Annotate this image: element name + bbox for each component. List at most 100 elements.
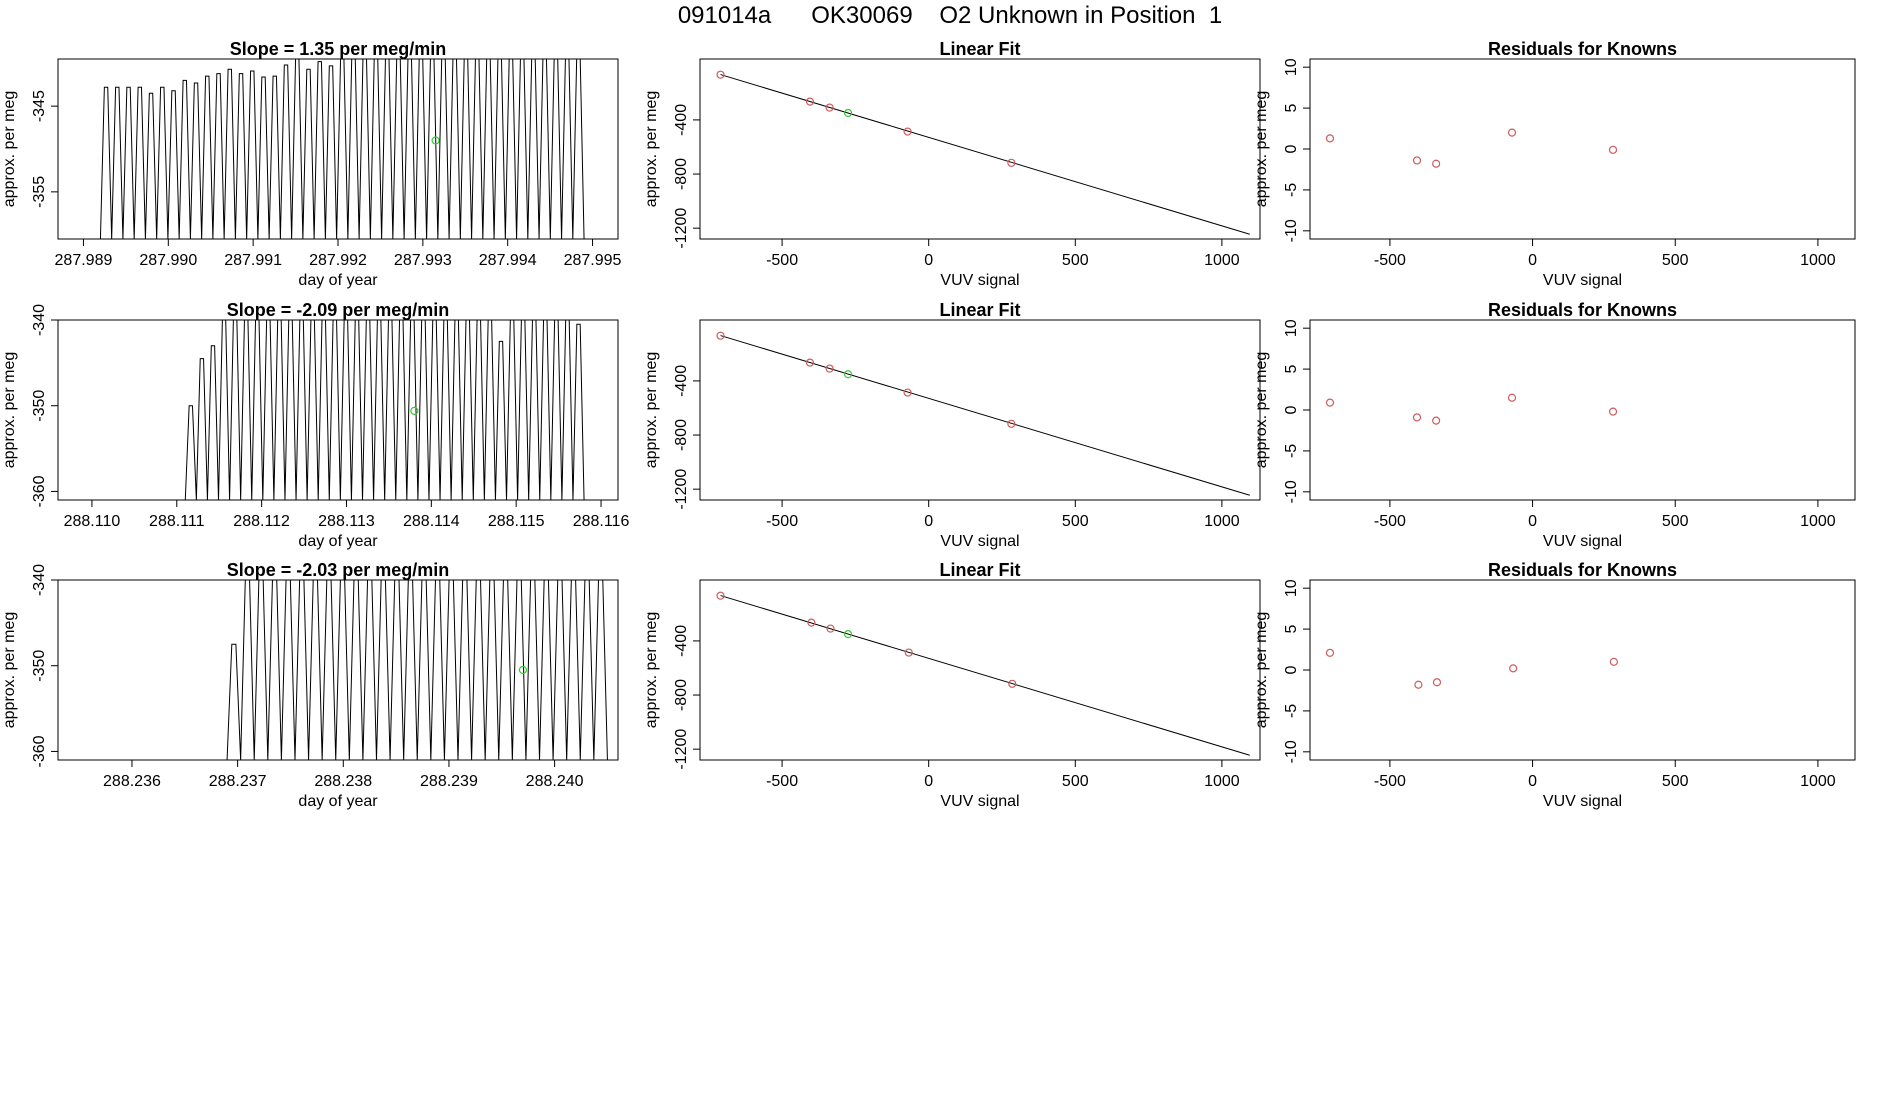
x-tick-label: 287.993: [394, 252, 452, 269]
x-axis-label: VUV signal: [1543, 793, 1622, 810]
y-tick-label: -340: [31, 564, 48, 596]
chart-r3-resid: Residuals for Knowns -500 0 500 1000 10 5 0 -5 -1…: [1253, 560, 1856, 810]
plot-frame: [699, 579, 1261, 761]
x-tick-label: 288.111: [149, 513, 205, 530]
x-tick-label: 500: [1662, 252, 1689, 269]
fit-line: [720, 74, 1250, 235]
known-point: [825, 103, 834, 112]
x-tick-label: 500: [1662, 513, 1689, 530]
y-axis-label: approx. per meg: [643, 612, 660, 729]
known-point: [807, 618, 816, 627]
x-tick-label: 288.239: [420, 773, 478, 790]
x-axis-label: VUV signal: [940, 533, 1019, 550]
known-point: [716, 70, 725, 79]
x-tick-label: 288.110: [64, 513, 121, 530]
x-tick-label: -500: [766, 252, 798, 269]
known-point: [904, 648, 913, 657]
y-axis-label: approx. per meg: [1, 612, 18, 729]
x-tick-label: 288.113: [318, 513, 375, 530]
x-tick-label: 0: [1528, 773, 1537, 790]
chart-r2-resid: Residuals for Knowns -500 0 500 1000 10 5 0 -5 -1…: [1253, 300, 1856, 550]
known-point: [1008, 679, 1017, 688]
known-point: [805, 97, 815, 106]
y-tick-label: -340: [31, 304, 48, 336]
y-tick-label: -1200: [673, 208, 690, 249]
plot-title: Residuals for Knowns: [1488, 300, 1677, 320]
data-area: [1325, 128, 1618, 168]
x-tick-label: 1000: [1204, 773, 1240, 790]
known-point: [1325, 398, 1335, 407]
plot-title: Slope = 1.35 per meg/min: [230, 39, 447, 59]
known-point: [1325, 134, 1335, 143]
plot-frame: [57, 319, 619, 501]
y-tick-label: -5: [1283, 183, 1300, 197]
y-tick-label: 10: [1283, 319, 1300, 337]
x-axis-label: day of year: [298, 533, 378, 550]
plot-frame: [699, 319, 1261, 501]
known-point: [1432, 159, 1441, 168]
y-tick-label: -345: [31, 90, 48, 122]
plot-title: Slope = -2.09 per meg/min: [227, 300, 450, 320]
unknown-point: [518, 665, 528, 675]
data-area: [716, 331, 1250, 496]
known-point: [1608, 407, 1618, 416]
y-tick-label: -350: [31, 650, 48, 682]
x-tick-label: 500: [1062, 773, 1089, 790]
y-axis-label: approx. per meg: [1253, 91, 1270, 208]
x-tick-label: 287.994: [479, 252, 537, 269]
y-tick-label: 0: [1283, 144, 1300, 153]
y-tick-label: 10: [1283, 58, 1300, 76]
known-point: [1007, 419, 1016, 428]
x-tick-label: -500: [1374, 773, 1406, 790]
x-axis-label: VUV signal: [1543, 533, 1622, 550]
x-tick-label: 1000: [1204, 252, 1240, 269]
x-tick-label: 1000: [1800, 252, 1836, 269]
x-tick-label: 287.992: [309, 252, 367, 269]
y-tick-label: -355: [31, 176, 48, 208]
known-point: [716, 591, 725, 600]
chart-r3-fit: Linear Fit -500 0 500 1000 -400 -800 -1200 VUV s…: [643, 560, 1261, 810]
chart-r2-fit: Linear Fit -500 0 500 1000 -400 -800 -1200 VUV s…: [643, 300, 1261, 550]
x-tick-label: 288.115: [488, 513, 545, 530]
fit-line: [720, 595, 1250, 756]
y-tick-label: -360: [31, 475, 48, 507]
y-tick-label: -800: [673, 679, 690, 711]
y-tick-label: 0: [1283, 665, 1300, 674]
y-tick-label: -800: [673, 158, 690, 190]
x-tick-label: 288.237: [209, 773, 267, 790]
known-point: [1509, 664, 1518, 673]
known-point: [1507, 128, 1517, 137]
unknown-point: [843, 370, 853, 379]
trace-line: [79, 580, 608, 760]
x-tick-label: 0: [924, 513, 933, 530]
x-tick-label: -500: [766, 513, 798, 530]
known-point: [1414, 680, 1423, 689]
known-point: [1507, 393, 1517, 402]
y-tick-label: 5: [1283, 365, 1300, 374]
data-area: [716, 591, 1250, 756]
plot-frame: [1309, 58, 1856, 240]
x-tick-label: 500: [1062, 252, 1089, 269]
fit-line: [720, 335, 1250, 496]
y-axis-label: approx. per meg: [1, 91, 18, 208]
y-tick-label: 10: [1283, 579, 1300, 597]
y-tick-label: -360: [31, 735, 48, 767]
chart-r3-trace: Slope = -2.03 per meg/min 288.236 288.237 2…: [1, 560, 619, 810]
plot-frame: [1309, 319, 1856, 501]
y-tick-label: -1200: [673, 729, 690, 770]
known-point: [716, 331, 725, 340]
y-tick-label: 5: [1283, 625, 1300, 634]
x-tick-label: 288.114: [403, 513, 460, 530]
x-tick-label: 288.116: [573, 513, 630, 530]
data-area: [58, 320, 585, 500]
unknown-point: [843, 108, 853, 118]
x-axis-label: VUV signal: [940, 793, 1019, 810]
unknown-point: [410, 406, 419, 415]
x-axis-label: VUV signal: [1543, 272, 1622, 289]
x-tick-label: 287.990: [139, 252, 197, 269]
data-area: [79, 580, 608, 760]
known-point: [1325, 648, 1335, 657]
plot-title: Residuals for Knowns: [1488, 39, 1677, 59]
y-tick-label: -400: [673, 104, 690, 136]
